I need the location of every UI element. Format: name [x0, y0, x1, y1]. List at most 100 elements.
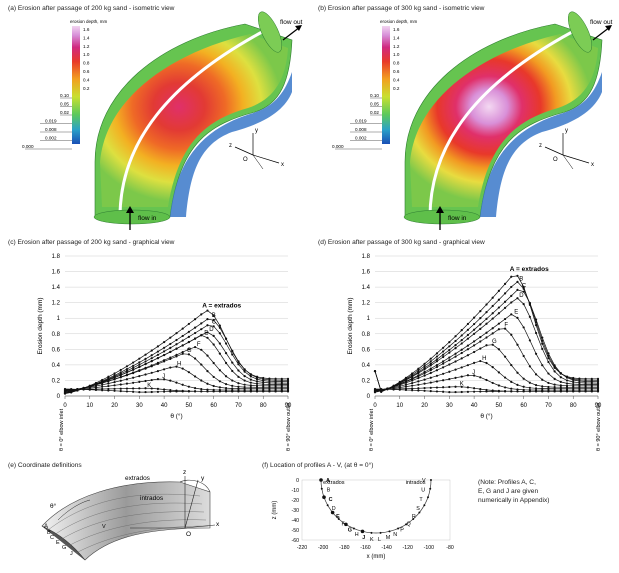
series-label: J	[162, 374, 165, 380]
series-point	[510, 387, 513, 390]
series-point	[212, 343, 215, 346]
legend-tick: 0.10	[370, 93, 379, 98]
series-point	[255, 380, 259, 383]
profile-label: K	[370, 537, 374, 543]
series-point	[479, 323, 482, 326]
series-point	[76, 388, 79, 391]
series-point	[404, 381, 408, 384]
series-point	[231, 384, 234, 387]
axis-z-label: z	[229, 143, 232, 149]
series-label: D	[519, 293, 524, 299]
series-point	[454, 339, 457, 343]
coordinate-definitions-diagram: extrados intrados θ° O x y z A B C E G J…	[41, 469, 220, 561]
y-tick-label: 0.6	[52, 347, 61, 353]
panel-e-caption: (e) Coordinate definitions	[8, 462, 82, 469]
series-point	[101, 385, 104, 388]
series-point	[442, 362, 445, 365]
y-tick-label: -60	[292, 538, 300, 544]
series-point	[528, 386, 531, 389]
series-point	[466, 322, 470, 326]
series-point	[442, 372, 445, 375]
series-point	[448, 348, 451, 352]
series-line	[64, 310, 288, 395]
series-point	[497, 312, 500, 315]
series-point	[181, 367, 184, 370]
series-point	[460, 342, 463, 345]
legend-tick: 0.8	[393, 61, 400, 66]
series-point	[144, 357, 147, 360]
series-label: E	[514, 309, 518, 315]
appendix-note: (Note: Profiles A, C, E, G and J are giv…	[478, 478, 549, 505]
series-point	[479, 340, 482, 343]
series-point	[138, 365, 141, 368]
legend-tick: 0.002	[45, 136, 57, 141]
y-tick-label: 1	[367, 316, 371, 322]
series-point	[373, 370, 377, 373]
profile-label: N	[393, 532, 397, 538]
series-point	[534, 383, 538, 387]
x-tick-label: 50	[186, 403, 193, 409]
series-point	[150, 354, 153, 357]
series-point	[193, 326, 197, 329]
series-point	[510, 301, 513, 304]
series-point	[503, 376, 507, 379]
series-point	[150, 387, 153, 390]
profile-j-label: J	[70, 551, 73, 557]
axis-y-label: y	[255, 128, 258, 134]
profile-marker	[330, 510, 335, 515]
series-point	[497, 306, 500, 309]
flow-in-arrowhead	[126, 206, 134, 213]
intrados-label: intrados	[140, 495, 164, 502]
axis-x-label: x	[591, 162, 594, 168]
series-point	[119, 376, 122, 379]
series-point	[559, 372, 562, 375]
series-point	[466, 354, 470, 357]
x-axis-title: x (mm)	[367, 554, 386, 560]
series-point	[435, 358, 439, 361]
legend-tick: 0.4	[83, 77, 90, 82]
series-point	[206, 390, 209, 393]
series-point	[510, 380, 513, 383]
series-point	[119, 379, 122, 382]
series-label: B	[519, 277, 523, 283]
series-point	[212, 384, 215, 388]
y-axis-title: Erosion depth (mm)	[347, 297, 354, 354]
x-tick-label: -120	[403, 545, 413, 551]
series-point	[429, 357, 432, 360]
series-point	[460, 357, 463, 360]
series-point	[454, 347, 457, 350]
series-point	[479, 376, 482, 379]
intrados-low-band	[480, 72, 602, 217]
profile-marker	[426, 496, 429, 499]
profile-line	[428, 30, 573, 218]
series-point	[94, 388, 98, 392]
series-point	[262, 379, 265, 382]
flow-out-label: flow out	[280, 19, 303, 26]
series-point	[503, 317, 507, 321]
series-point	[243, 390, 246, 393]
series-point	[522, 326, 525, 329]
series-point	[206, 331, 209, 334]
series-point	[466, 333, 470, 337]
series-point	[572, 378, 575, 382]
series-point	[411, 381, 414, 385]
profile-label: J	[362, 535, 365, 541]
series-label: K	[147, 383, 151, 389]
series-point	[534, 352, 538, 355]
series-point	[175, 343, 178, 346]
y-tick-label: 0.8	[52, 332, 61, 338]
series-point	[522, 302, 525, 306]
series-point	[125, 374, 129, 377]
series-point	[132, 381, 135, 384]
series-point	[578, 383, 581, 386]
y-tick-label: 1.4	[362, 285, 371, 291]
profile-label: A	[326, 478, 330, 484]
series-point	[541, 364, 544, 367]
series-point	[206, 309, 209, 312]
series-point	[163, 388, 166, 391]
series-point	[169, 342, 172, 346]
series-point	[442, 355, 445, 359]
series-point	[466, 386, 470, 389]
x-tick-label: 70	[235, 403, 242, 409]
series-point	[101, 389, 104, 392]
